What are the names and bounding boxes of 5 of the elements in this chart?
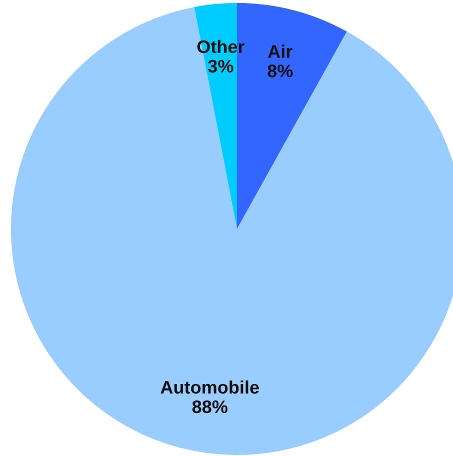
data-label: 3%: [208, 60, 234, 73]
slice-label: Automobile: [160, 380, 259, 394]
data-label: 88%: [192, 400, 228, 414]
data-label: 8%: [268, 64, 293, 78]
slice-label: Air: [268, 44, 292, 58]
